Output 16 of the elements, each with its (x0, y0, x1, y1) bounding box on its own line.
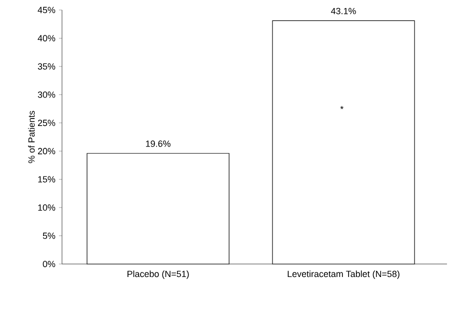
y-tick-label: 20% (38, 148, 56, 154)
annotation: * (340, 106, 344, 110)
y-tick-label: 15% (38, 176, 56, 182)
y-tick-label: 45% (38, 6, 56, 14)
y-tick-label: 25% (38, 120, 56, 126)
x-tick-label: Levetiracetam Tablet (N=58) (288, 270, 400, 279)
x-tick-label: Placebo (N=51) (128, 270, 189, 279)
y-tick-label: 10% (38, 204, 56, 211)
y-axis-title: % of Patients (28, 110, 35, 164)
y-tick-label: 5% (42, 232, 56, 239)
y-tick-label: 30% (38, 91, 56, 98)
data-label: 19.6% (146, 140, 170, 147)
data-label: 43.1% (331, 8, 356, 14)
y-tick-label: 40% (38, 35, 56, 42)
y-tick-label: 35% (38, 63, 56, 70)
y-tick-label: 0% (42, 260, 56, 268)
